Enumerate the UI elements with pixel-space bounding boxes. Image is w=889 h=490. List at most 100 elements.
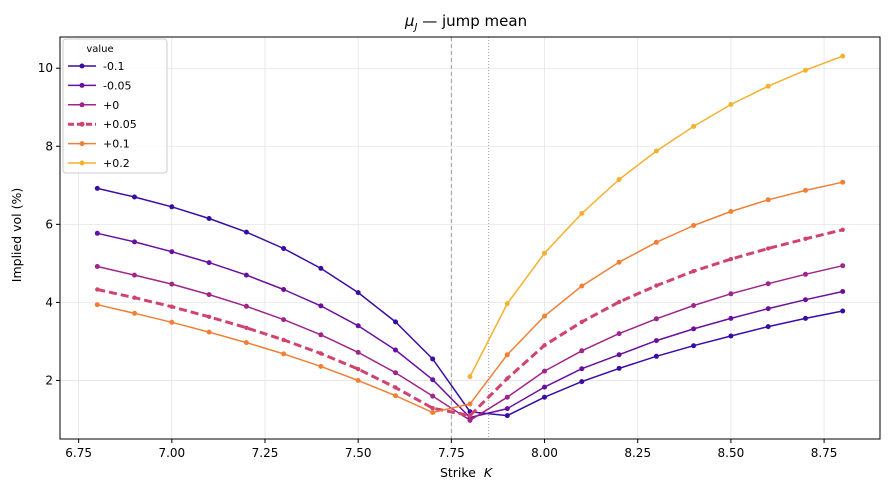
- data-point: [765, 83, 771, 89]
- chart-title: μJ — jump mean: [404, 12, 527, 33]
- x-ticks: 6.75 7.00 7.25 7.50 7.75 8.00 8.25 8.50 8.75: [65, 439, 837, 460]
- x-tick-label: 8.00: [531, 446, 558, 460]
- data-point: [355, 378, 361, 383]
- data-point: [206, 260, 212, 266]
- data-point: [467, 374, 473, 380]
- axes-frame: [59, 36, 881, 440]
- data-point: [728, 333, 734, 339]
- data-point: [803, 315, 808, 321]
- data-point: [393, 370, 398, 376]
- series-line: [96, 228, 844, 418]
- data-point: [94, 230, 100, 236]
- data-point: [728, 102, 734, 107]
- data-point: [393, 347, 398, 353]
- data-point: [95, 287, 100, 292]
- data-point: [244, 325, 249, 330]
- data-point: [94, 185, 100, 191]
- data-point: [579, 319, 584, 325]
- data-point: [504, 394, 510, 400]
- data-point: [281, 287, 287, 292]
- data-point: [803, 271, 808, 277]
- x-axis-label: Strike K: [440, 465, 494, 480]
- series-2: [94, 263, 846, 423]
- data-point: [579, 366, 585, 372]
- legend-label: +0.05: [103, 118, 137, 131]
- legend-swatch-marker: [79, 82, 85, 88]
- series-4: [94, 179, 846, 415]
- x-tick-label: 7.00: [158, 446, 185, 460]
- data-point: [691, 343, 697, 349]
- legend-swatch-marker: [79, 102, 85, 108]
- y-tick-label: 10: [38, 61, 53, 75]
- data-point: [206, 216, 212, 221]
- data-point: [169, 204, 175, 210]
- legend-label: -0.1: [103, 60, 124, 73]
- title-symbol: μ: [404, 12, 415, 30]
- data-point: [542, 313, 547, 319]
- data-point: [355, 290, 361, 296]
- legend: value -0.1 -0.05 +0 +0.05 +0.1 +0.2: [62, 38, 168, 174]
- legend-box: [62, 38, 168, 174]
- data-point: [504, 413, 510, 419]
- data-point: [653, 316, 659, 322]
- data-point: [318, 351, 324, 356]
- data-point: [691, 326, 697, 332]
- x-axis-label-var: K: [484, 465, 494, 480]
- data-point: [840, 227, 845, 232]
- legend-item: +0.05: [68, 118, 137, 131]
- data-point: [653, 353, 659, 359]
- data-point: [281, 317, 287, 323]
- y-tick-label: 4: [45, 295, 53, 309]
- data-point: [355, 323, 361, 329]
- legend-item: -0.05: [68, 79, 131, 92]
- data-point: [504, 352, 510, 358]
- data-point: [691, 303, 697, 308]
- data-point: [132, 295, 137, 300]
- title-subscript: J: [412, 22, 417, 33]
- data-point: [840, 53, 846, 59]
- legend-items: -0.1 -0.05 +0 +0.05 +0.1 +0.2: [68, 60, 137, 170]
- data-point: [393, 385, 398, 390]
- data-point: [281, 351, 287, 357]
- data-point: [206, 329, 212, 335]
- legend-item: -0.1: [68, 60, 124, 73]
- data-point: [766, 246, 771, 251]
- reference-lines: [450, 37, 490, 439]
- data-point: [579, 210, 585, 216]
- legend-swatch-marker: [79, 63, 85, 69]
- data-point: [504, 301, 510, 307]
- data-point: [467, 413, 473, 418]
- series-5: [467, 53, 846, 380]
- data-point: [765, 281, 771, 287]
- data-point: [653, 148, 659, 154]
- data-point: [430, 393, 436, 399]
- legend-label: -0.05: [103, 79, 131, 92]
- data-point: [132, 194, 137, 200]
- y-ticks: 2 4 6 8 10: [38, 61, 60, 387]
- data-point: [430, 406, 435, 411]
- data-point: [318, 303, 324, 309]
- legend-swatch-marker: [79, 141, 85, 147]
- data-point: [318, 332, 324, 338]
- data-point: [169, 249, 175, 255]
- data-point: [281, 246, 287, 251]
- data-point: [616, 331, 622, 337]
- data-point: [542, 343, 547, 348]
- data-point: [765, 306, 771, 312]
- data-point: [393, 319, 398, 325]
- data-point: [243, 272, 249, 278]
- data-point: [616, 365, 622, 371]
- legend-label: +0.1: [103, 138, 130, 151]
- data-point: [206, 292, 212, 298]
- data-point: [430, 377, 436, 383]
- data-point: [579, 283, 585, 289]
- data-point: [430, 410, 436, 415]
- y-tick-label: 8: [45, 139, 53, 153]
- series-3: [95, 227, 845, 418]
- y-axis-label: Implied vol (%): [9, 188, 24, 282]
- data-point: [803, 236, 808, 241]
- data-point: [542, 384, 547, 390]
- data-point: [691, 123, 697, 129]
- data-point: [654, 283, 659, 288]
- data-point: [803, 67, 808, 73]
